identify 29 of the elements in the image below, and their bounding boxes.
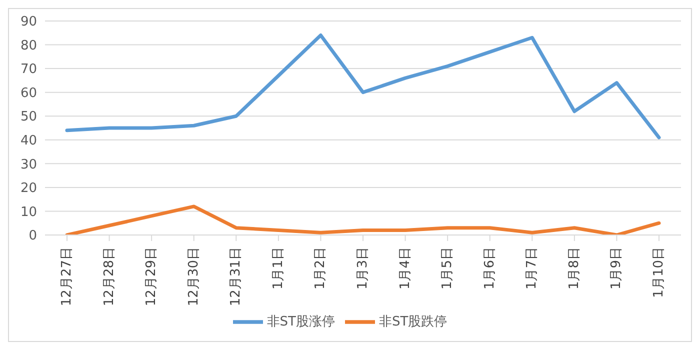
y-tick-label: 90 xyxy=(20,14,37,30)
x-tick-label: 1月6日 xyxy=(482,247,498,290)
x-tick-label: 12月27日 xyxy=(60,247,74,306)
y-tick-label: 10 xyxy=(20,204,37,220)
legend-label: 非ST股跌停 xyxy=(379,314,448,330)
x-tick-label: 1月8日 xyxy=(566,247,582,290)
y-tick-label: 60 xyxy=(20,86,37,101)
x-tick-label: 1月2日 xyxy=(313,247,328,290)
x-tick-label: 1月3日 xyxy=(356,247,370,290)
x-tick-label: 12月28日 xyxy=(102,247,117,306)
x-tick-label: 1月7日 xyxy=(524,247,540,290)
y-tick-label: 30 xyxy=(20,157,37,172)
y-tick-label: 80 xyxy=(20,38,37,54)
x-tick-label: 1月4日 xyxy=(398,247,413,290)
line-series xyxy=(65,204,661,235)
y-tick-label: 70 xyxy=(20,62,37,78)
x-tick-label: 12月29日 xyxy=(144,247,160,306)
y-tick-label: 50 xyxy=(20,110,37,125)
x-tick-label: 12月31日 xyxy=(228,247,244,306)
legend-label: 非ST股涨停 xyxy=(266,314,335,330)
x-tick-label: 12月30日 xyxy=(186,247,202,306)
x-tick-label: 1月10日 xyxy=(652,247,666,298)
x-tick-label: 1月1日 xyxy=(270,247,286,290)
line-series xyxy=(65,34,661,140)
x-tick-label: 1月5日 xyxy=(440,247,456,290)
y-tick-label: 20 xyxy=(20,181,37,196)
x-tick-label: 1月9日 xyxy=(609,247,624,290)
y-tick-label: 40 xyxy=(20,134,37,149)
y-tick-label: 0 xyxy=(28,228,37,244)
